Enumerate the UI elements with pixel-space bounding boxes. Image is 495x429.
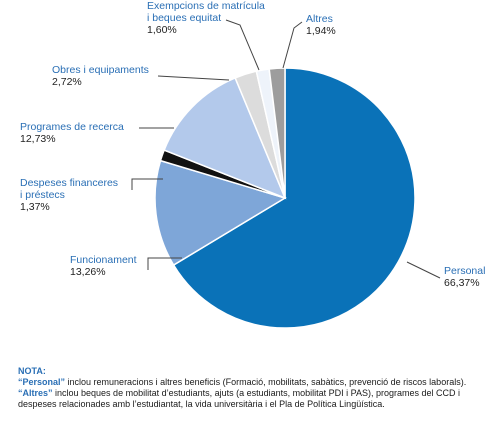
chart-note: NOTA: “Personal” inclou remuneracions i … <box>18 366 480 410</box>
leader-line-obres-i-equipaments <box>157 75 230 81</box>
slice-label-personal: Personal <box>444 265 485 277</box>
pie-slice-personal <box>172 67 416 329</box>
leader-line-despeses-financeres-i-pr-stecs <box>131 178 163 190</box>
slice-label-exempcions-de-matr-cula-i-beques-equitat-line-1: Exempcions de matrícula <box>147 0 265 12</box>
leader-line-funcionament <box>147 257 182 270</box>
note-personal: “Personal” inclou remuneracions i altres… <box>18 377 480 388</box>
slice-value-personal: 66,37% <box>444 277 480 289</box>
note-title: NOTA: <box>18 366 46 376</box>
note-personal-text: inclou remuneracions i altres beneficis … <box>65 377 467 387</box>
leader-line-personal <box>406 261 441 279</box>
slice-value-obres-i-equipaments: 2,72% <box>52 76 82 88</box>
pie-slice-programes-de-recerca <box>163 76 287 200</box>
leader-line-exempcions-de-matr-cula-i-beques-equitat <box>225 19 260 71</box>
slice-label-exempcions-de-matr-cula-i-beques-equitat-line-2: i beques equitat <box>147 12 221 24</box>
slice-value-despeses-financeres-i-pr-stecs: 1,37% <box>20 201 50 213</box>
slice-label-despeses-financeres-i-pr-stecs-line-2: i préstecs <box>20 189 65 201</box>
slice-label-obres-i-equipaments: Obres i equipaments <box>52 64 149 76</box>
slice-label-despeses-financeres-i-pr-stecs-line-1: Despeses financeres <box>20 177 118 189</box>
pie-slice-funcionament <box>154 159 287 267</box>
slice-value-altres: 1,94% <box>306 25 336 37</box>
note-altres-text: inclou beques de mobilitat d’estudiants,… <box>18 388 461 409</box>
slice-label-funcionament: Funcionament <box>70 254 137 266</box>
note-altres-key: “Altres” <box>18 388 53 398</box>
slice-value-funcionament: 13,26% <box>70 266 106 278</box>
slice-value-exempcions-de-matr-cula-i-beques-equitat: 1,60% <box>147 24 177 36</box>
pie-slice-altres <box>268 67 286 199</box>
slice-label-altres: Altres <box>306 13 333 25</box>
slice-value-programes-de-recerca: 12,73% <box>20 133 56 145</box>
note-personal-key: “Personal” <box>18 377 66 387</box>
leader-line-altres <box>282 21 303 69</box>
slice-label-programes-de-recerca: Programes de recerca <box>20 121 124 133</box>
note-altres: “Altres” inclou beques de mobilitat d’es… <box>18 388 480 410</box>
